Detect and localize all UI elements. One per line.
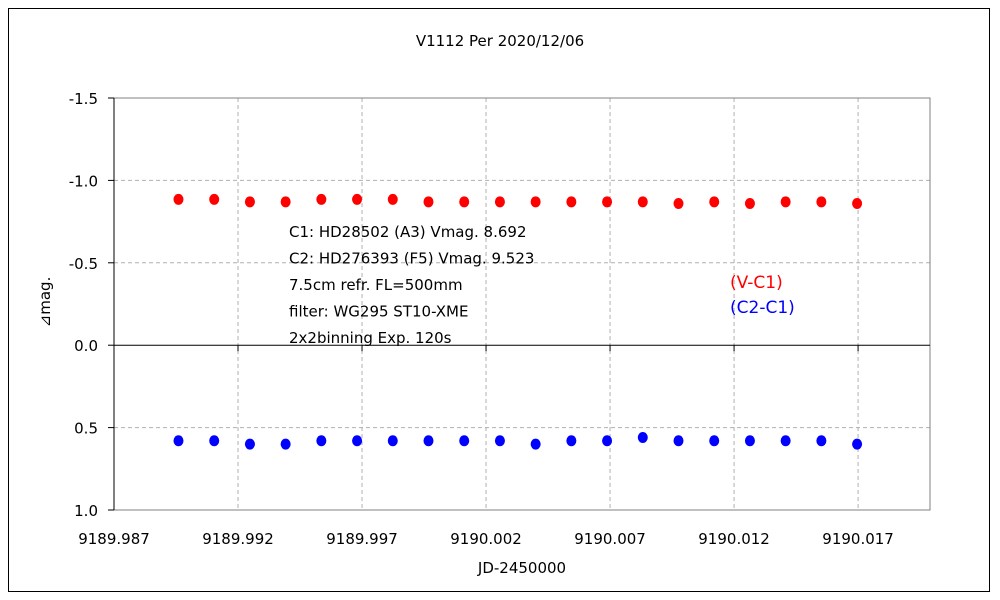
chart-title: V1112 Per 2020/12/06 xyxy=(416,32,584,50)
annotation-line: C1: HD28502 (A3) Vmag. 8.692 xyxy=(289,223,527,241)
point-v-c1 xyxy=(530,196,541,208)
x-tick-label: 9189.987 xyxy=(78,530,150,548)
point-v-c1 xyxy=(459,196,470,208)
point-c2-c1 xyxy=(709,435,720,447)
point-c2-c1 xyxy=(530,438,541,450)
point-v-c1 xyxy=(209,193,220,205)
point-c2-c1 xyxy=(316,435,327,447)
y-tick-label: -1.0 xyxy=(69,172,98,190)
point-c2-c1 xyxy=(387,435,398,447)
point-c2-c1 xyxy=(244,438,255,450)
point-c2-c1 xyxy=(673,435,684,447)
x-axis-label: JD-2450000 xyxy=(477,559,566,577)
point-v-c1 xyxy=(387,193,398,205)
point-v-c1 xyxy=(816,196,827,208)
point-v-c1 xyxy=(494,196,505,208)
y-tick-label: -0.5 xyxy=(69,255,98,273)
point-c2-c1 xyxy=(637,431,648,443)
point-v-c1 xyxy=(244,196,255,208)
point-c2-c1 xyxy=(209,435,220,447)
point-v-c1 xyxy=(637,196,648,208)
point-v-c1 xyxy=(423,196,434,208)
annotation-line: filter: WG295 ST10-XME xyxy=(289,303,468,321)
point-c2-c1 xyxy=(173,435,184,447)
y-tick-label: 1.0 xyxy=(74,502,98,520)
annotation-line: C2: HD276393 (F5) Vmag. 9.523 xyxy=(289,250,534,268)
point-c2-c1 xyxy=(280,438,291,450)
point-c2-c1 xyxy=(423,435,434,447)
y-tick-label: 0.5 xyxy=(74,420,98,438)
point-c2-c1 xyxy=(459,435,470,447)
y-tick-label: -1.5 xyxy=(69,90,98,108)
legend-entry: (V-C1) xyxy=(730,273,783,293)
chart-frame xyxy=(8,8,990,592)
point-v-c1 xyxy=(744,197,755,209)
point-v-c1 xyxy=(280,196,291,208)
point-c2-c1 xyxy=(744,435,755,447)
point-v-c1 xyxy=(352,193,363,205)
point-c2-c1 xyxy=(852,438,863,450)
x-tick-label: 9190.007 xyxy=(574,530,646,548)
point-v-c1 xyxy=(173,193,184,205)
point-v-c1 xyxy=(673,197,684,209)
y-axis-label: ⊿mag. xyxy=(36,277,54,328)
x-tick-label: 9190.002 xyxy=(450,530,522,548)
point-c2-c1 xyxy=(602,435,613,447)
annotation-line: 7.5cm refr. FL=500mm xyxy=(289,276,463,294)
point-c2-c1 xyxy=(352,435,363,447)
point-c2-c1 xyxy=(494,435,505,447)
point-c2-c1 xyxy=(780,435,791,447)
point-c2-c1 xyxy=(816,435,827,447)
point-v-c1 xyxy=(780,196,791,208)
legend-entry: (C2-C1) xyxy=(730,298,795,318)
plot-area xyxy=(113,97,931,511)
x-tick-label: 9189.997 xyxy=(326,530,398,548)
x-tick-label: 9189.992 xyxy=(202,530,274,548)
point-v-c1 xyxy=(852,197,863,209)
point-v-c1 xyxy=(566,196,577,208)
point-v-c1 xyxy=(316,193,327,205)
annotation-line: 2x2binning Exp. 120s xyxy=(289,329,452,347)
x-tick-label: 9190.012 xyxy=(698,530,770,548)
point-v-c1 xyxy=(709,196,720,208)
y-tick-label: 0.0 xyxy=(74,337,98,355)
point-v-c1 xyxy=(602,196,613,208)
x-tick-label: 9190.017 xyxy=(822,530,894,548)
point-c2-c1 xyxy=(566,435,577,447)
